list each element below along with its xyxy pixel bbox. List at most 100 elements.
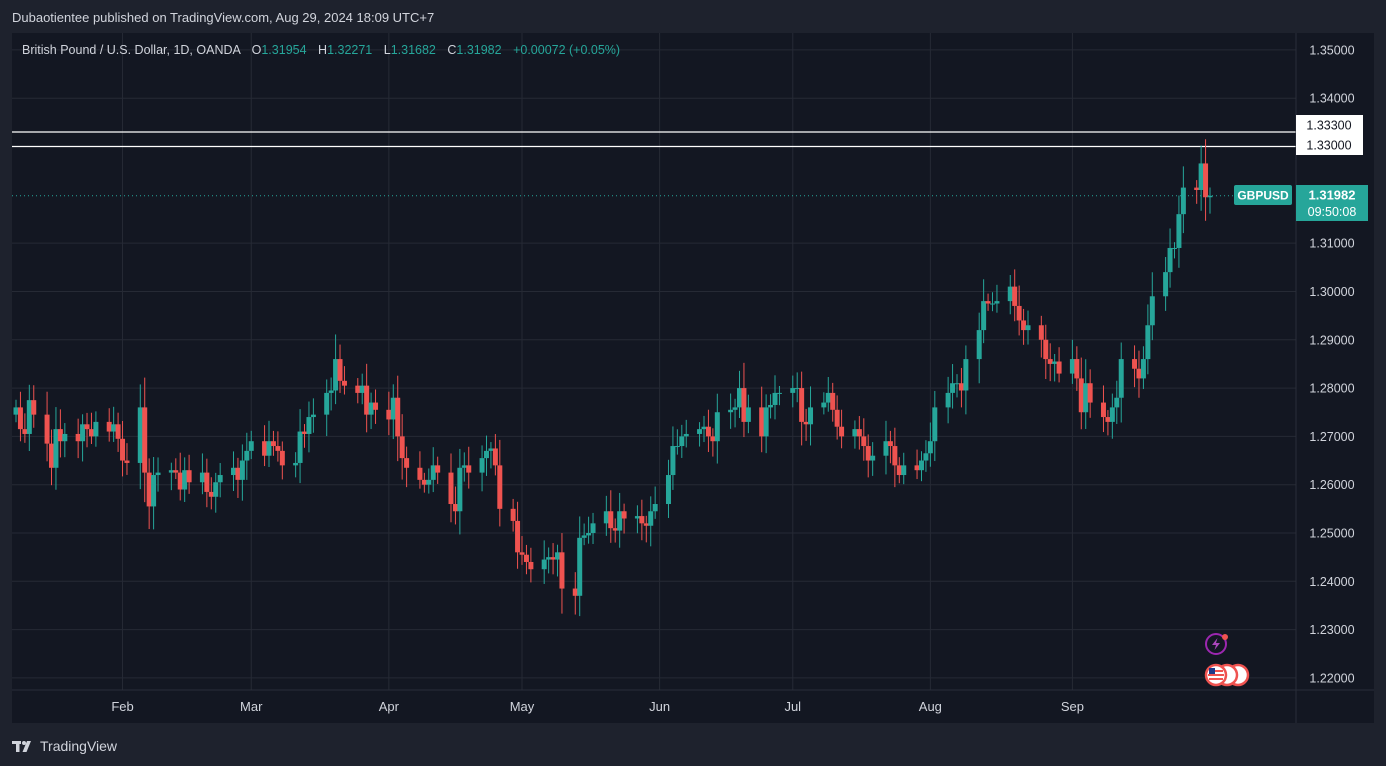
candle-up: [244, 450, 250, 461]
candle-down: [914, 465, 920, 471]
candle-up: [13, 407, 19, 415]
candle-down: [262, 441, 268, 456]
candle-up: [950, 383, 956, 393]
candle-down: [1203, 163, 1209, 198]
candle-up: [239, 460, 245, 480]
time-axis[interactable]: Feb Mar Apr May Jun Jul Aug Sep: [111, 699, 1084, 714]
y-tick-label: 1.28000: [1309, 382, 1354, 396]
chart-frame[interactable]: 1.35000 1.34000 1.31000 1.30000 1.29000 1.280…: [12, 33, 1374, 723]
lightning-event-icon[interactable]: [1205, 633, 1228, 655]
candle-up: [1167, 247, 1173, 273]
candle-down: [270, 441, 276, 447]
candle-up: [324, 392, 330, 415]
candle-down: [466, 465, 472, 473]
candle-up: [714, 412, 720, 442]
y-tick-label: 1.31000: [1309, 237, 1354, 251]
candle-up: [976, 330, 982, 360]
candle-down: [142, 407, 148, 473]
candle-up: [728, 409, 734, 413]
candle-down: [1056, 361, 1062, 374]
x-tick-label: Apr: [379, 699, 400, 714]
symbol-description[interactable]: British Pound / U.S. Dollar, 1D, OANDA: [22, 43, 241, 57]
y-tick-label: 1.27000: [1309, 430, 1354, 444]
candle-down: [115, 424, 121, 439]
candle-down: [146, 472, 152, 507]
y-tick-label: 1.22000: [1309, 671, 1354, 685]
level-label-1-33: 1.33000: [1296, 135, 1363, 155]
candle-up: [1198, 163, 1204, 191]
candle-up: [648, 511, 654, 526]
candle-down: [1038, 325, 1044, 340]
y-tick-label: 1.25000: [1309, 526, 1354, 540]
price-axis[interactable]: 1.35000 1.34000 1.31000 1.30000 1.29000 1.280…: [1309, 43, 1354, 685]
candle-down: [448, 472, 454, 505]
tradingview-footer[interactable]: TradingView: [12, 737, 117, 755]
symbol-badge[interactable]: GBPUSD: [1234, 185, 1292, 205]
price-badge-price: 1.31982: [1309, 188, 1356, 203]
candle-up: [333, 359, 339, 391]
open-value: 1.31954: [261, 43, 307, 57]
tradingview-logo-icon: [12, 741, 31, 752]
tradingview-brand: TradingView: [40, 738, 118, 754]
price-badge: 1.31982 09:50:08: [1296, 185, 1368, 221]
candle-down: [608, 511, 614, 529]
candle-up: [945, 392, 951, 408]
x-tick-label: May: [510, 699, 535, 714]
candle-down: [22, 429, 28, 434]
y-tick-label: 1.29000: [1309, 333, 1354, 347]
candle-up: [1140, 359, 1146, 379]
candle-down: [510, 508, 516, 521]
candle-down: [958, 383, 964, 391]
candle-up: [457, 467, 463, 512]
level-label-1-333-text: 1.33300: [1306, 119, 1351, 133]
candle-up: [182, 470, 188, 490]
candle-up: [737, 388, 743, 408]
candle-down: [57, 429, 63, 442]
candle-down: [519, 552, 525, 555]
candle-up: [1149, 296, 1155, 326]
publisher-line: Dubaotientee published on TradingView.co…: [12, 10, 435, 25]
candle-up: [852, 429, 858, 437]
ohlc-legend: British Pound / U.S. Dollar, 1D, OANDA O…: [22, 43, 620, 57]
candle-down: [639, 516, 645, 524]
candle-up: [1180, 187, 1186, 215]
candle-up: [901, 465, 907, 476]
candle-up: [652, 504, 658, 512]
us-flag-event-icon[interactable]: [1204, 663, 1250, 687]
candle-up: [199, 472, 205, 483]
candle-up: [1207, 195, 1213, 198]
candle-up: [390, 397, 396, 420]
candle-up: [918, 460, 924, 471]
candle-down: [528, 561, 534, 570]
candle-up: [359, 385, 365, 393]
candle-down: [302, 431, 308, 434]
candle-down: [177, 472, 183, 490]
candle-up: [697, 429, 703, 434]
price-chart[interactable]: 1.35000 1.34000 1.31000 1.30000 1.29000 1.280…: [12, 33, 1374, 723]
candle-down: [364, 385, 370, 415]
candle-up: [53, 429, 59, 468]
candle-up: [111, 424, 117, 432]
candle-down: [435, 465, 441, 473]
low-value: 1.31682: [390, 43, 436, 57]
candle-down: [759, 407, 765, 437]
candle-up: [634, 516, 640, 519]
close-value: 1.31982: [456, 43, 502, 57]
candle-down: [124, 460, 130, 463]
level-label-1-33-text: 1.33000: [1306, 139, 1351, 153]
candle-up: [772, 392, 778, 405]
candle-up: [546, 557, 552, 560]
candle-up: [266, 441, 272, 456]
candle-up: [590, 523, 596, 533]
high-value: 1.32271: [327, 43, 373, 57]
candle-up: [461, 465, 467, 468]
candle-up: [430, 465, 436, 480]
candle-up: [701, 426, 707, 430]
candle-down: [399, 436, 405, 459]
candle-down: [710, 436, 716, 442]
candle-down: [421, 479, 427, 485]
candle-up: [745, 407, 751, 422]
candle-down: [186, 470, 192, 483]
candle-up: [963, 359, 969, 391]
candle-up: [488, 448, 494, 451]
